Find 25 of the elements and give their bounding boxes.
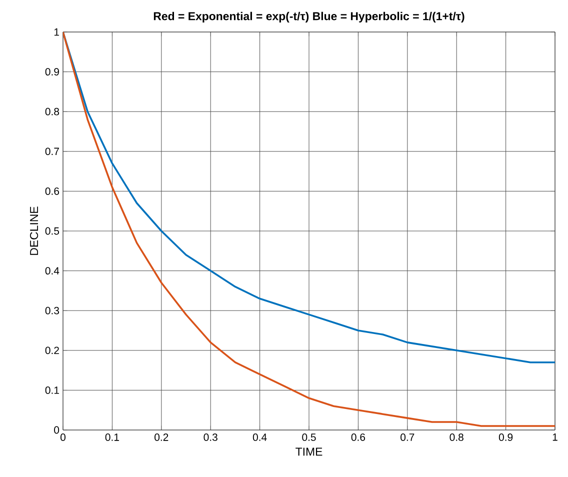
x-tick-label: 0.1 xyxy=(105,434,119,441)
y-tick-label: 0.8 xyxy=(45,108,60,116)
x-tick-label: 0.9 xyxy=(498,434,513,441)
y-tick-label: 0.6 xyxy=(45,188,60,195)
y-tick-label: 0.5 xyxy=(45,227,60,235)
y-tick-label: 0.7 xyxy=(45,148,59,156)
x-tick-label: 0.3 xyxy=(204,434,218,441)
x-tick-label: 0.8 xyxy=(450,434,464,441)
y-tick-label: 0.9 xyxy=(45,68,59,76)
x-tick-label: 0.5 xyxy=(302,434,316,441)
x-tick-label: 0 xyxy=(60,434,66,441)
y-tick-label: 0.4 xyxy=(45,267,60,275)
y-tick-label: 0.2 xyxy=(45,346,59,354)
y-tick-label: 0 xyxy=(54,426,60,434)
y-tick-label: 0.3 xyxy=(45,306,60,314)
x-tick-label: 1 xyxy=(552,434,558,441)
x-tick-label: 0.4 xyxy=(252,434,267,441)
x-tick-label: 0.7 xyxy=(400,434,414,441)
y-tick-label: 1 xyxy=(54,28,59,36)
x-tick-label: 0.6 xyxy=(351,434,366,441)
y-tick-label: 0.1 xyxy=(45,386,59,394)
x-axis-title: TIME xyxy=(296,448,322,456)
x-tick-label: 0.2 xyxy=(154,434,168,441)
y-axis-title: DECLINE xyxy=(30,206,38,255)
chart-title: Red = Exponential = exp(-t/τ) Blue = Hyperbolic = 1/(1+t/τ) xyxy=(154,12,464,22)
